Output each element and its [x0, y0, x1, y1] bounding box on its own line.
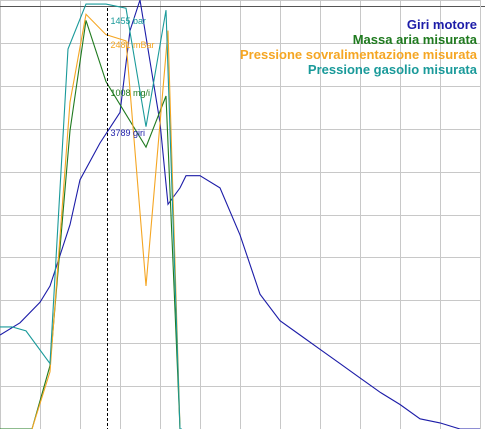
cursor-readout: 1008 mg/i — [111, 88, 151, 98]
legend-entry: Pressione gasolio misurata — [308, 62, 478, 77]
cursor-readout: 1455 bar — [111, 16, 147, 26]
series-line-2 — [31, 13, 182, 429]
series-line-3 — [0, 3, 182, 429]
cursor-readout: 2481 mBar — [111, 40, 155, 50]
legend-entry: Pressione sovralimentazione misurata — [240, 47, 478, 62]
cursor-readout: 3789 giri — [111, 128, 146, 138]
legend-entry: Massa aria misurata — [353, 32, 478, 47]
series-line-1 — [0, 20, 182, 429]
cursor-readouts: 1455 bar 2481 mBar 1008 mg/i 3789 giri — [111, 16, 155, 138]
legend-entry: Giri motore — [407, 17, 477, 32]
